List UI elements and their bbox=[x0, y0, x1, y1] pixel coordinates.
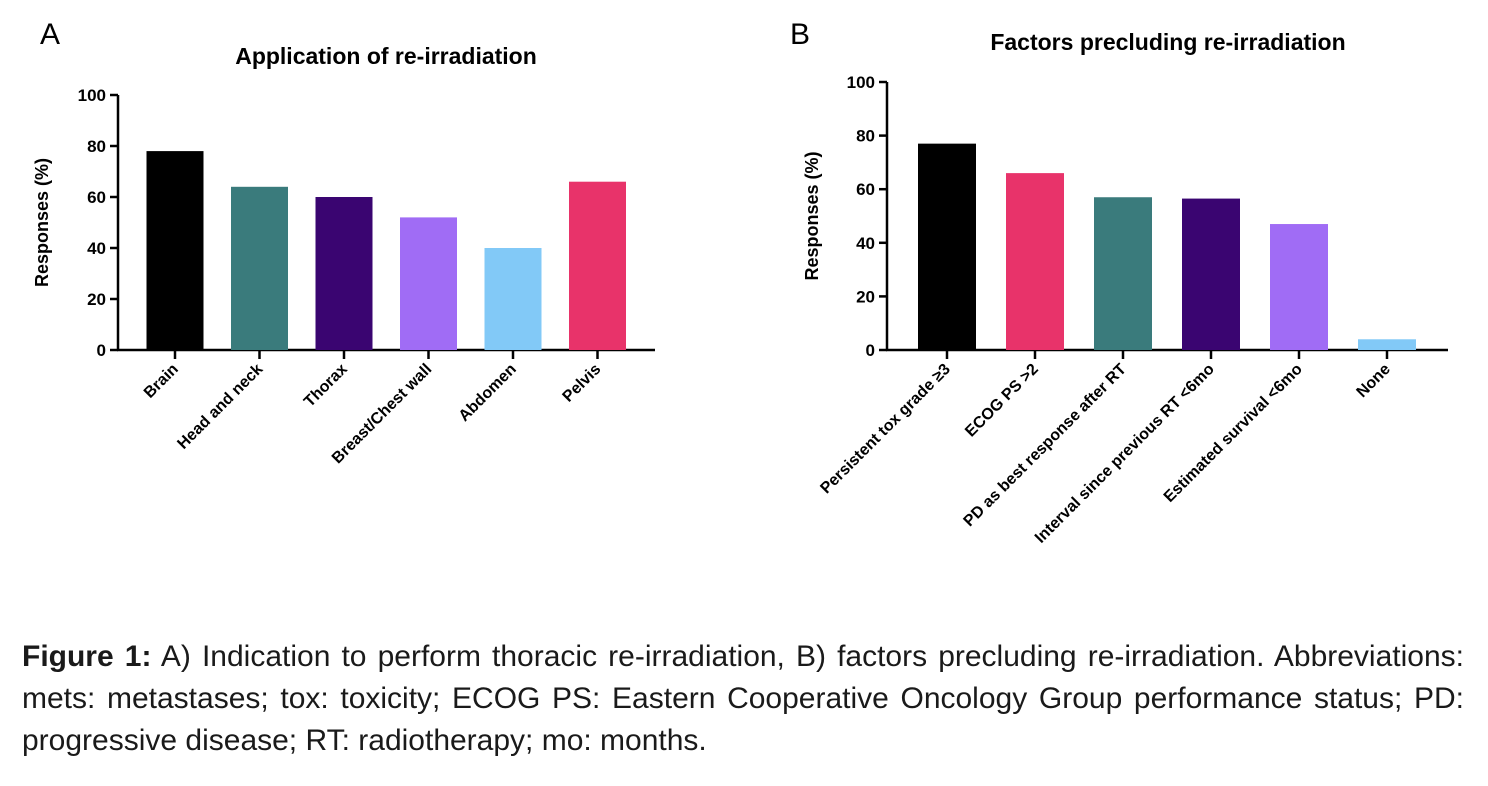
category-label: Head and neck bbox=[174, 361, 266, 453]
bar-2 bbox=[1006, 173, 1064, 350]
bar-4 bbox=[400, 217, 457, 350]
y-tick-label: 20 bbox=[856, 287, 875, 306]
y-tick-label: 0 bbox=[97, 341, 106, 360]
category-label: Thorax bbox=[301, 361, 351, 411]
category-label: None bbox=[1354, 361, 1394, 401]
category-label: Abdomen bbox=[456, 361, 520, 425]
y-tick-label: 60 bbox=[87, 188, 106, 207]
bar-3 bbox=[315, 197, 373, 350]
figure-caption: Figure 1: A) Indication to perform thora… bbox=[22, 636, 1464, 762]
bar-2 bbox=[231, 186, 288, 350]
y-tick-label: 100 bbox=[847, 73, 875, 92]
bar-5 bbox=[484, 248, 542, 350]
bar-3 bbox=[1094, 197, 1152, 350]
y-tick-label: 40 bbox=[87, 239, 106, 258]
caption-text: A) Indication to perform thoracic re-irr… bbox=[22, 640, 1464, 757]
category-label: Brain bbox=[141, 361, 182, 402]
chart-application: Application of re-irradiation Responses (… bbox=[32, 43, 655, 467]
y-tick-label: 80 bbox=[856, 127, 875, 146]
bar-1 bbox=[146, 151, 204, 350]
y-tick-label: 100 bbox=[78, 86, 106, 105]
y-tick-label: 80 bbox=[87, 137, 106, 156]
caption-lead: Figure 1: bbox=[22, 640, 152, 673]
category-label: Interval since previous RT <6mo bbox=[1032, 361, 1218, 547]
bar-1 bbox=[918, 143, 976, 350]
category-label: ECOG PS >2 bbox=[962, 361, 1042, 441]
panel-letter-a: A bbox=[40, 18, 60, 51]
y-tick-label: 20 bbox=[87, 290, 106, 309]
category-label: Pelvis bbox=[560, 361, 605, 406]
y-tick-label: 60 bbox=[856, 180, 875, 199]
bar-4 bbox=[1182, 198, 1240, 350]
bar-5 bbox=[1270, 224, 1328, 350]
chart-title: Application of re-irradiation bbox=[235, 43, 537, 69]
category-label: PD as best response after RT bbox=[961, 361, 1130, 530]
y-axis-label: Responses (%) bbox=[802, 151, 822, 280]
bar-6 bbox=[569, 181, 626, 350]
chart-title: Factors precluding re-irradiation bbox=[990, 29, 1345, 55]
y-tick-label: 0 bbox=[866, 341, 875, 360]
panel-letter-b: B bbox=[790, 18, 810, 51]
y-axis-label: Responses (%) bbox=[32, 158, 52, 287]
category-label: Estimated survival <6mo bbox=[1161, 361, 1306, 506]
category-label: Persistent tox grade ≥3 bbox=[817, 361, 954, 498]
bar-6 bbox=[1358, 339, 1416, 350]
y-tick-label: 40 bbox=[856, 234, 875, 253]
chart-factors: Factors precluding re-irradiation Respons… bbox=[802, 29, 1448, 547]
